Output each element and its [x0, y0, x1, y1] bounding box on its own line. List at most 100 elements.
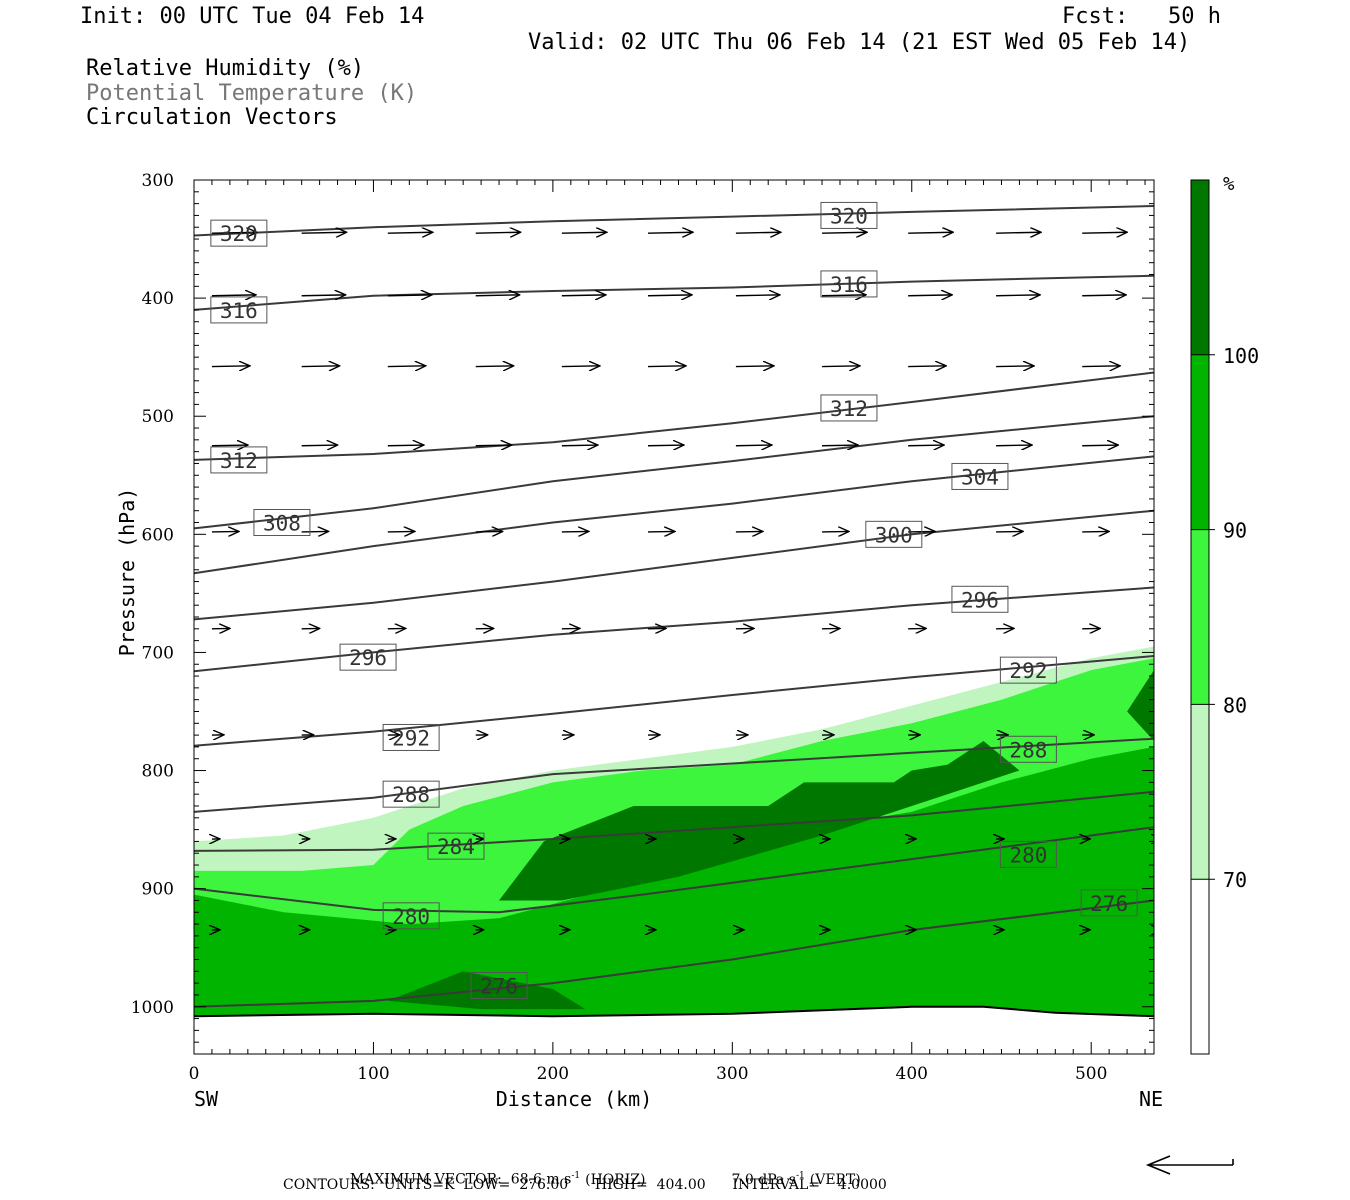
y-tick-label: 700 [142, 643, 174, 663]
theta-label-box [820, 270, 878, 298]
circulation-vector [561, 366, 600, 367]
plot-area: 320 320 316 316 312 312 308 304 300 296 296 292 292 2… [194, 201, 1154, 1054]
theta-label-box [339, 643, 397, 671]
theta-label: 292 [1009, 659, 1047, 683]
max-vector-info: MAXIMUM VECTOR: 68.6 m s-1 (HORIZ) 7.0 dPa… [341, 1158, 861, 1187]
theta-label-box [820, 394, 878, 422]
theta-label: 312 [220, 449, 258, 473]
circulation-vector [647, 295, 692, 296]
theta-contour-276 [194, 899, 1154, 1008]
y-tick-label: 1000 [131, 998, 174, 1018]
x-axis-label: Distance (km) [496, 1087, 653, 1111]
max-vector-vert-value: 7.0 dPa s [731, 1171, 796, 1188]
x-tick-label: 500 [1075, 1064, 1107, 1084]
colorbar-segment [1191, 879, 1209, 1054]
field-rh: Relative Humidity (%) [86, 56, 365, 81]
below-ground [194, 1006, 1154, 1054]
circulation-vector [1082, 295, 1126, 296]
circulation-vector [996, 445, 1032, 446]
theta-label: 276 [480, 974, 518, 998]
circulation-vector [908, 232, 953, 233]
colorbar-label: 90 [1223, 519, 1247, 543]
y-tick-label: 800 [142, 762, 174, 782]
circulation-vector [387, 232, 433, 233]
theta-label-box [999, 735, 1057, 763]
theta-label: 316 [830, 273, 868, 297]
circulation-vector [561, 445, 598, 446]
theta-label: 288 [392, 783, 430, 807]
theta-contour-320 [194, 205, 1154, 237]
theta-label-box [427, 832, 485, 860]
theta-label-box [253, 509, 311, 537]
exponent-2: -1 [795, 1171, 805, 1181]
theta-label: 280 [392, 905, 430, 929]
colorbar-unit: % [1223, 173, 1235, 195]
y-tick-label: 300 [142, 171, 174, 191]
circulation-vector [647, 445, 684, 446]
circulation-vector [387, 445, 424, 446]
field-theta: Potential Temperature (K) [86, 81, 418, 106]
circulation-vector [822, 445, 858, 446]
circulation-vector [211, 295, 256, 296]
circulation-vector [301, 295, 346, 296]
circulation-vector [211, 366, 250, 367]
y-tick-label: 900 [142, 880, 174, 900]
circulation-vector [1082, 531, 1109, 532]
forecast-hour: Fcst: 50 h [1062, 4, 1221, 29]
circulation-vector [822, 366, 860, 367]
vert-label: (VERT) [809, 1171, 861, 1188]
theta-label-box [470, 971, 528, 999]
circulation-vector [735, 295, 780, 296]
theta-label-box [999, 840, 1057, 868]
circulation-vector [996, 232, 1041, 233]
theta-label: 284 [437, 835, 475, 859]
circulation-vector [561, 232, 607, 233]
field-vectors: Circulation Vectors [86, 105, 338, 130]
circulation-vector [996, 295, 1040, 296]
theta-label: 276 [1090, 892, 1128, 916]
x-tick-label: 200 [537, 1064, 569, 1084]
theta-label-box [1080, 889, 1138, 917]
circulation-vector [735, 366, 774, 367]
theta-label: 296 [349, 646, 387, 670]
theta-contour-288 [194, 737, 1154, 813]
theta-label: 308 [263, 512, 301, 536]
theta-label-box [951, 585, 1009, 613]
init-time: Init: 00 UTC Tue 04 Feb 14 [80, 4, 425, 29]
circulation-vector [387, 295, 432, 296]
horiz-label: (HORIZ) [585, 1171, 646, 1188]
theta-contour-304 [194, 455, 1154, 575]
circulation-vector [735, 232, 781, 233]
circulation-vector [647, 232, 693, 233]
rh-fill-100-region [499, 741, 1020, 901]
x-tick-label: 0 [189, 1064, 200, 1084]
theta-label: 288 [1009, 738, 1047, 762]
circulation-vector [475, 445, 512, 446]
theta-label-box [820, 201, 878, 229]
theta-label-box [382, 723, 440, 751]
theta-contour-280 [194, 826, 1154, 914]
x-tick-label: 100 [357, 1064, 389, 1084]
contour-info: CONTOURS: UNITS=K LOW= 276.00 HIGH= 404.… [283, 1177, 887, 1193]
theta-label: 280 [1009, 843, 1047, 867]
circulation-vector [735, 445, 772, 446]
valid-time: Valid: 02 UTC Thu 06 Feb 14 (21 EST Wed … [528, 30, 1191, 55]
circulation-vector [735, 531, 763, 532]
y-tick-label: 400 [142, 289, 174, 309]
theta-label-box [210, 446, 268, 474]
theta-contour-308 [194, 415, 1154, 530]
theta-contour-292 [194, 655, 1154, 747]
theta-label-box [382, 780, 440, 808]
circulation-vector [822, 232, 867, 233]
theta-label-box [865, 520, 923, 548]
circulation-vector [387, 531, 415, 532]
circulation-vector [647, 366, 686, 367]
exponent-1: -1 [571, 1171, 581, 1181]
y-axis-label: Pressure (hPa) [115, 488, 139, 657]
circulation-vector [1082, 366, 1120, 367]
colorbar-label: 100 [1223, 344, 1259, 368]
circulation-vector [301, 445, 338, 446]
circulation-vector [822, 531, 849, 532]
theta-contour-312 [194, 371, 1154, 461]
